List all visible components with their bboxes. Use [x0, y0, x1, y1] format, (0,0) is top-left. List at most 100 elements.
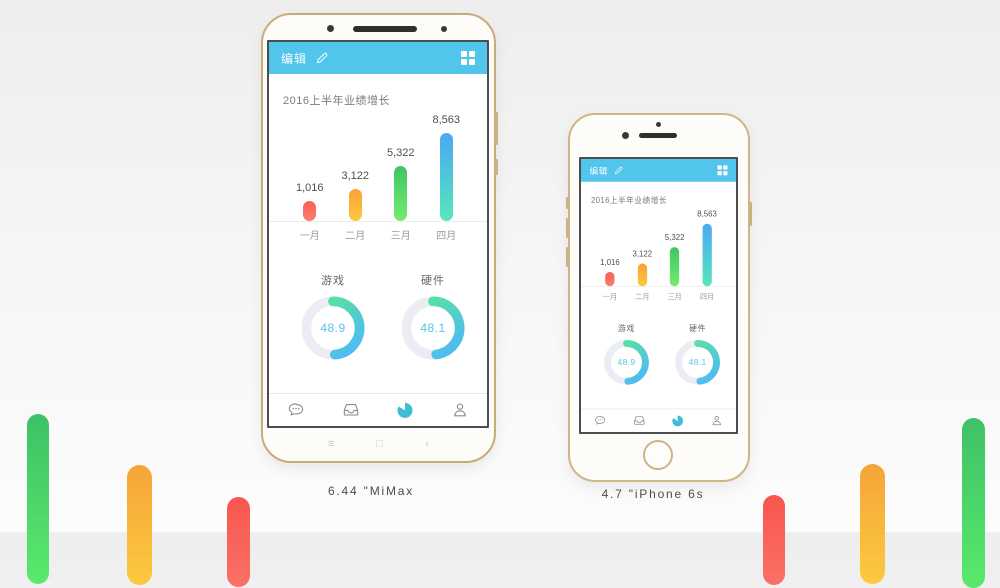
bar — [637, 263, 647, 287]
donut-gauge: 硬件 48.1 — [662, 323, 733, 386]
donut-chart: 48.1 — [675, 339, 721, 386]
earpiece-speaker — [353, 26, 417, 32]
mute-switch[interactable] — [566, 197, 569, 209]
front-camera-dot — [622, 132, 629, 139]
chart-baseline — [269, 221, 487, 222]
grid-icon[interactable] — [461, 51, 475, 65]
person-icon — [453, 403, 466, 417]
bar-value-label: 5,322 — [664, 233, 685, 243]
bar-value-label: 1,016 — [295, 182, 324, 194]
bar — [348, 189, 362, 221]
bar — [670, 247, 680, 287]
caption-mimax: 6.44 "MiMax — [327, 484, 415, 498]
chat-bubble-icon — [289, 403, 304, 416]
pencil-icon[interactable] — [315, 51, 329, 65]
decor-bar-red-right — [763, 495, 785, 585]
bar-value-label: 8,563 — [432, 114, 461, 126]
donut-gauge: 游戏 48.9 — [591, 323, 662, 386]
tab-profile[interactable] — [433, 400, 488, 420]
grid-icon[interactable] — [717, 165, 728, 176]
donut-gauge: 游戏 48.9 — [283, 272, 383, 360]
bar-column-三月: 5,322 — [378, 147, 424, 221]
pencil-icon[interactable] — [614, 165, 624, 175]
bars-row: 1,016 3,122 5,322 8,563 — [581, 204, 736, 287]
iphone-screen: 编辑 2016上半年业绩增长 1,016 3,122 5,322 8,563 一月 二月… — [579, 157, 738, 434]
donut-gauge: 硬件 48.1 — [383, 272, 483, 360]
donut-value: 48.1 — [688, 357, 707, 368]
donut-chart: 48.9 — [604, 339, 650, 386]
volume-down-button[interactable] — [566, 247, 569, 267]
volume-up-button[interactable] — [566, 218, 569, 238]
caption-iphone: 4.7 "iPhone 6s — [601, 487, 705, 501]
edit-label[interactable]: 编辑 — [589, 165, 609, 176]
donut-title: 硬件 — [689, 324, 707, 334]
month-label: 二月 — [635, 293, 650, 301]
phone-mimax: 编辑 2016上半年业绩增长 1,016 3,122 5,322 8,563 一月 二月… — [261, 13, 498, 463]
power-button[interactable] — [749, 202, 752, 226]
chat-bubble-icon — [595, 415, 606, 425]
tab-stats[interactable] — [378, 400, 433, 420]
bar-value-label: 3,122 — [632, 250, 653, 259]
edit-label[interactable]: 编辑 — [281, 51, 308, 66]
bar-column-四月: 8,563 — [424, 114, 470, 221]
donut-chart: 48.1 — [401, 296, 465, 360]
month-label: 三月 — [667, 293, 682, 301]
tab-inbox[interactable] — [324, 400, 379, 420]
edit-button[interactable]: 编辑 — [281, 50, 329, 67]
home-button[interactable] — [643, 440, 673, 470]
edit-button[interactable]: 编辑 — [590, 164, 624, 176]
bar — [394, 166, 408, 221]
tab-profile[interactable] — [697, 414, 736, 428]
power-button[interactable] — [495, 159, 498, 175]
app-screen: 编辑 2016上半年业绩增长 1,016 3,122 5,322 8,563 一月 二月… — [269, 42, 487, 426]
donut-title: 硬件 — [421, 275, 445, 287]
tab-bar — [269, 394, 487, 426]
month-label: 一月 — [602, 293, 618, 301]
month-label: 四月 — [436, 230, 457, 242]
earpiece-speaker — [639, 133, 677, 138]
tab-inbox[interactable] — [620, 414, 659, 428]
bar — [702, 223, 712, 287]
donut-title: 游戏 — [617, 324, 636, 334]
bar-column-二月: 3,122 — [626, 250, 658, 287]
capacitive-buttons: ≡ □ ‹ — [263, 436, 494, 452]
back-button-icon[interactable]: ‹ — [425, 438, 429, 450]
decor-bar-orange-left — [127, 465, 152, 585]
tab-bar-divider — [269, 393, 487, 394]
donut-value: 48.9 — [320, 321, 346, 335]
decor-bar-green-left — [27, 414, 49, 584]
donut-chart: 48.9 — [301, 296, 365, 360]
app-screen: 编辑 2016上半年业绩增长 1,016 3,122 5,322 8,563 一月 二月… — [581, 159, 736, 432]
menu-button-icon[interactable]: ≡ — [328, 438, 335, 450]
bar-value-label: 3,122 — [341, 170, 370, 182]
inbox-icon — [343, 404, 358, 416]
chart-title: 2016上半年业绩增长 — [590, 196, 668, 206]
home-button-icon[interactable]: □ — [376, 438, 384, 450]
bar-value-label: 8,563 — [697, 210, 717, 219]
mimax-screen: 编辑 2016上半年业绩增长 1,016 3,122 5,322 8,563 一月 二月… — [267, 40, 489, 428]
months-row: 一月 二月 三月 四月 — [269, 222, 487, 246]
bars-row: 1,016 3,122 5,322 8,563 — [269, 105, 487, 221]
volume-button[interactable] — [495, 112, 498, 145]
bar-value-label: 5,322 — [386, 147, 415, 159]
tab-chat[interactable] — [269, 400, 324, 420]
month-label: 四月 — [699, 293, 715, 301]
decor-bar-orange-right — [860, 464, 885, 584]
decor-bar-green-right — [962, 418, 985, 588]
decor-bar-red-left — [227, 497, 250, 587]
bar-value-label: 1,016 — [600, 258, 620, 268]
month-label: 一月 — [299, 230, 320, 242]
phone-iphone6s: 编辑 2016上半年业绩增长 1,016 3,122 5,322 8,563 一月 二月… — [566, 113, 752, 482]
inbox-icon — [633, 416, 645, 425]
chart-title: 2016上半年业绩增长 — [283, 95, 390, 107]
tab-bar-divider — [581, 408, 736, 410]
proximity-sensor-dot — [656, 122, 661, 127]
tab-chat[interactable] — [581, 414, 620, 428]
chart-baseline — [581, 286, 736, 287]
bar — [303, 201, 317, 221]
tab-bar — [581, 409, 736, 432]
proximity-sensor-dot — [441, 26, 447, 32]
bar-column-一月: 1,016 — [594, 259, 626, 287]
tab-stats[interactable] — [658, 414, 697, 428]
bar-column-一月: 1,016 — [287, 182, 333, 221]
